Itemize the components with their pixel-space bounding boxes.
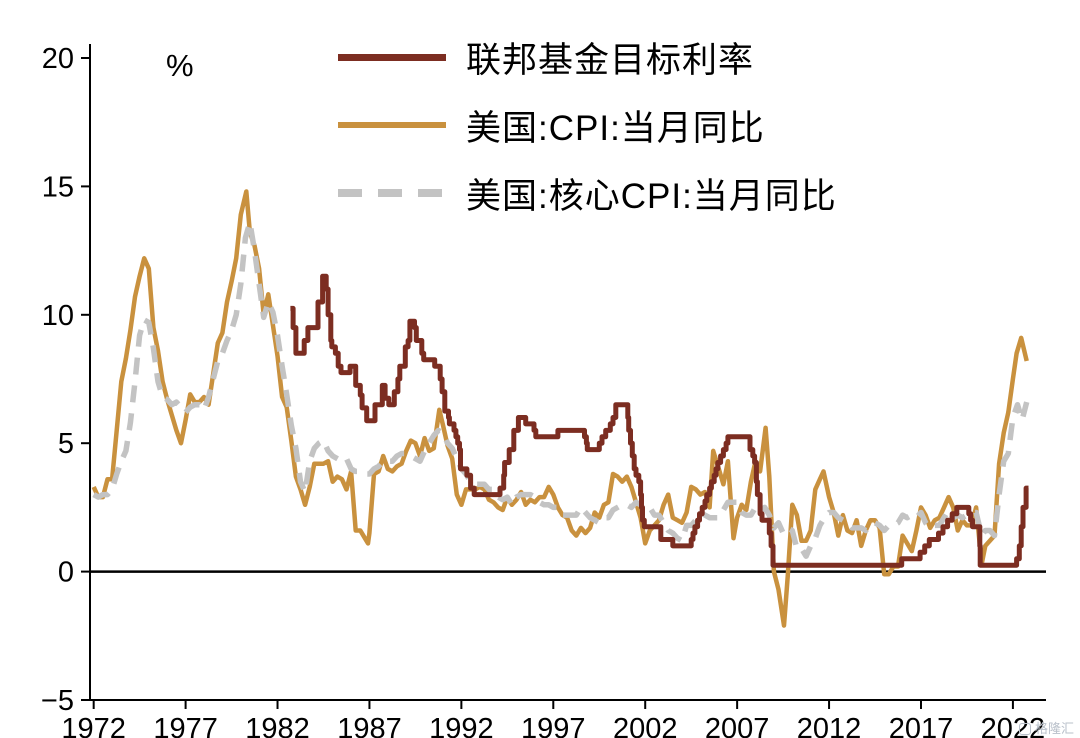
legend-label: 联邦基金目标利率: [466, 40, 755, 80]
svg-text:15: 15: [42, 171, 74, 203]
watermark: 格隆汇: [1018, 721, 1074, 736]
svg-text:1982: 1982: [245, 713, 310, 738]
svg-text:2022: 2022: [981, 713, 1046, 738]
svg-text:1992: 1992: [429, 713, 494, 738]
gelonghui-logo-icon: [1018, 722, 1031, 735]
svg-text:1977: 1977: [153, 713, 218, 738]
watermark-text: 格隆汇: [1034, 721, 1074, 736]
legend-label: 美国:核心CPI:当月同比: [466, 176, 837, 216]
legend: 联邦基金目标利率 美国:CPI:当月同比 美国:核心CPI:当月同比: [338, 34, 837, 216]
legend-label: 美国:CPI:当月同比: [466, 108, 765, 148]
svg-text:5: 5: [58, 428, 74, 460]
core-cpi-line-swatch: [338, 189, 446, 197]
svg-text:2017: 2017: [889, 713, 954, 738]
svg-text:0: 0: [58, 557, 74, 589]
svg-text:2007: 2007: [705, 713, 770, 738]
svg-text:10: 10: [42, 300, 74, 332]
svg-text:20: 20: [42, 43, 74, 75]
legend-item-core-cpi: 美国:核心CPI:当月同比: [338, 170, 837, 216]
svg-text:2002: 2002: [613, 713, 678, 738]
fed-funds-line-swatch: [338, 53, 446, 61]
legend-item-cpi: 美国:CPI:当月同比: [338, 102, 837, 148]
cpi-line-swatch: [338, 121, 446, 129]
svg-text:1972: 1972: [61, 713, 126, 738]
svg-text:1997: 1997: [521, 713, 586, 738]
y-axis-unit-label: %: [166, 48, 194, 83]
legend-item-fed-funds-rate: 联邦基金目标利率: [338, 34, 837, 80]
svg-text:−5: −5: [41, 685, 74, 717]
svg-text:2012: 2012: [797, 713, 862, 738]
svg-text:1987: 1987: [337, 713, 402, 738]
